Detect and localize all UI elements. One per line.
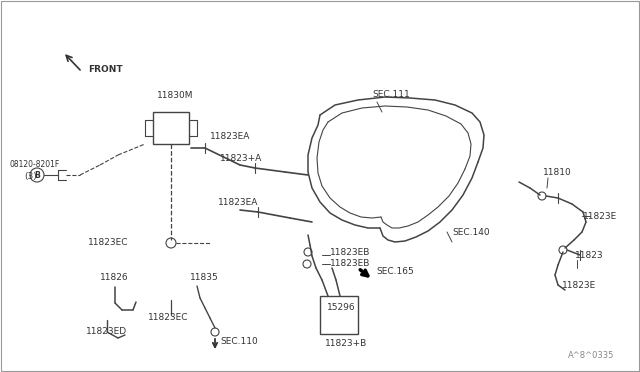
Text: 11823EA: 11823EA: [218, 198, 259, 206]
Text: 11830M: 11830M: [157, 90, 193, 99]
Text: B: B: [34, 170, 40, 180]
Bar: [320, 296, 358, 334]
Text: A^8^0335: A^8^0335: [568, 352, 614, 360]
Text: 11823ED: 11823ED: [86, 327, 127, 337]
Text: FRONT: FRONT: [88, 64, 123, 74]
Text: SEC.111: SEC.111: [372, 90, 410, 99]
Text: 11823E: 11823E: [583, 212, 617, 221]
Bar: [153, 112, 189, 144]
Text: 11823E: 11823E: [562, 280, 596, 289]
Text: SEC.165: SEC.165: [376, 267, 413, 276]
Text: 11823: 11823: [575, 250, 604, 260]
Text: 11823EB: 11823EB: [330, 247, 371, 257]
Text: 11835: 11835: [190, 273, 219, 282]
Text: 11823EC: 11823EC: [88, 237, 129, 247]
Text: 11823EA: 11823EA: [210, 131, 250, 141]
Text: 11823+A: 11823+A: [220, 154, 262, 163]
Text: SEC.140: SEC.140: [452, 228, 490, 237]
Text: SEC.110: SEC.110: [220, 337, 258, 346]
Text: 15296: 15296: [327, 304, 356, 312]
Text: 11826: 11826: [100, 273, 129, 282]
Text: 11823EB: 11823EB: [330, 259, 371, 267]
Text: (3): (3): [24, 171, 36, 180]
Text: 11810: 11810: [543, 167, 572, 176]
Text: 11823EC: 11823EC: [148, 314, 189, 323]
Text: 11823+B: 11823+B: [325, 340, 367, 349]
Text: 08120-8201F: 08120-8201F: [10, 160, 60, 169]
